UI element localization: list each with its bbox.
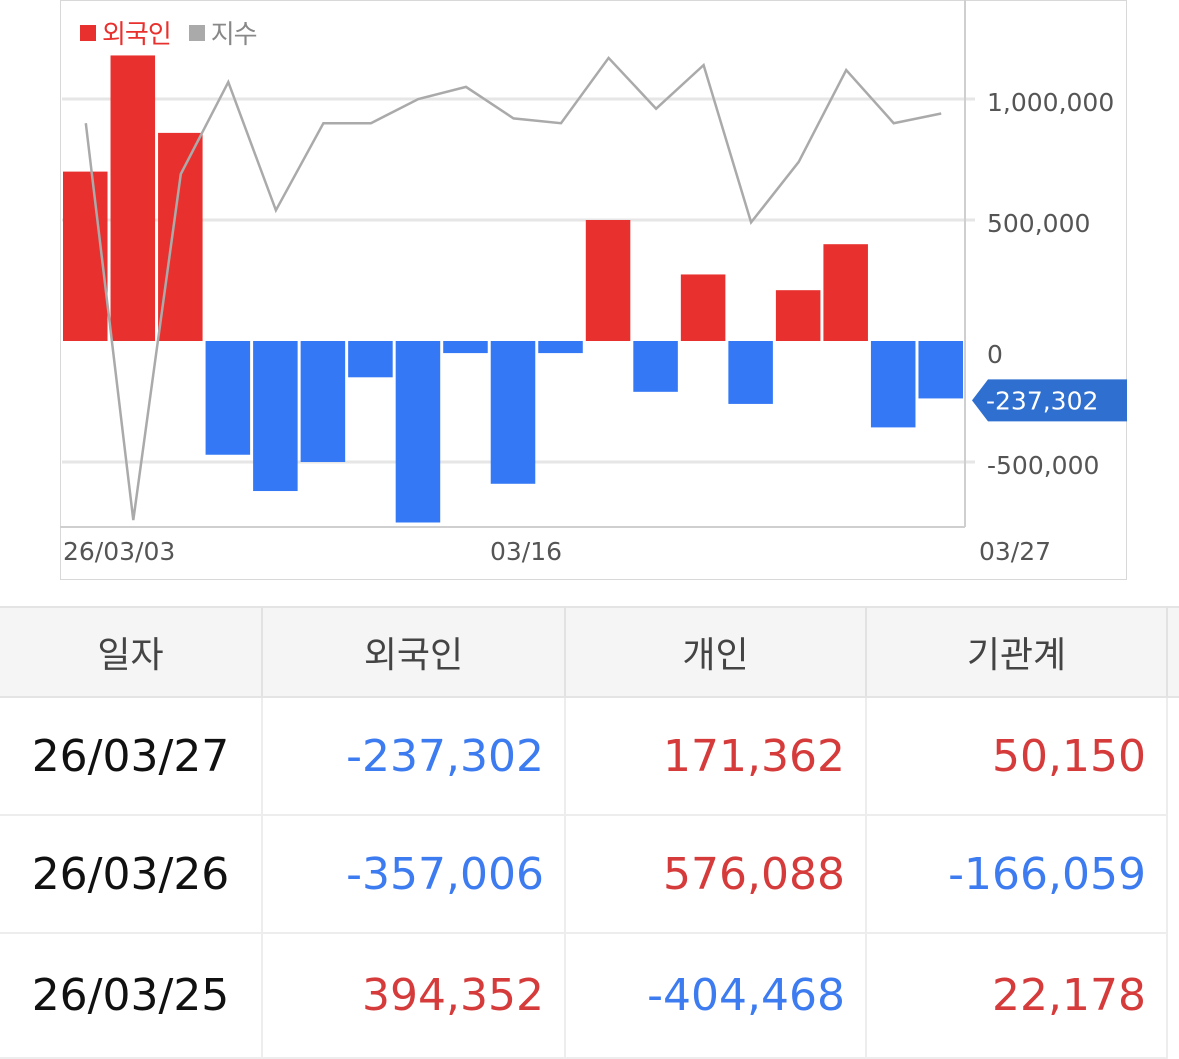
row-date: 26/03/26 [0,816,263,934]
bar [490,341,536,484]
bar [205,341,251,455]
table-row[interactable]: 26/03/27 -237,302 171,362 50,150 [0,698,1179,816]
legend-swatch-red [80,24,96,41]
legend-item-index[interactable]: 지수 [188,14,258,51]
x-tick-label: 03/16 [490,537,562,566]
bar [633,341,678,392]
header-overflow [1168,606,1179,698]
row-institution-value: -166,059 [867,816,1168,934]
bar [775,290,821,341]
bar [300,341,346,462]
current-value-label: -237,302 [986,386,1098,415]
y-tick-label: 500,000 [987,209,1090,238]
current-value-tag [972,379,1127,422]
legend-label-foreign: 외국인 [102,20,172,50]
x-tick-label: 26/03/03 [63,537,175,566]
row-foreign-value: -357,006 [263,816,566,934]
bar [395,341,441,523]
row-foreign-value: 394,352 [263,934,566,1059]
legend-label-index: 지수 [210,20,258,50]
index-line [84,55,942,521]
row-individual-value: -404,468 [566,934,867,1059]
row-institution-value: 22,178 [867,934,1168,1059]
y-tick-label: -500,000 [987,451,1099,480]
x-tick-label: 03/27 [979,537,1051,566]
bar [823,244,868,341]
row-foreign-value: -237,302 [263,698,566,816]
row-individual-value: 576,088 [566,816,867,934]
header-individual[interactable]: 개인 [566,606,867,698]
bar [253,341,298,492]
bar [680,274,726,341]
bar [110,55,156,341]
bar [585,220,631,341]
table-header-row: 일자 외국인 개인 기관계 [0,606,1179,698]
bar [728,341,773,404]
bar [443,341,488,354]
bar [538,341,583,354]
bar [348,341,393,378]
bar [918,341,963,399]
legend-item-foreign[interactable]: 외국인 [80,14,172,51]
header-institution[interactable]: 기관계 [867,606,1168,698]
row-date: 26/03/27 [0,698,263,816]
row-institution-value: 50,150 [867,698,1168,816]
bar [870,341,916,428]
row-individual-value: 171,362 [566,698,867,816]
legend-swatch-gray [188,24,205,41]
chart-legend: 외국인 지수 [80,14,275,51]
investor-chart: 1,000,000 500,000 0 -500,000 26/03/03 03/16 03… [60,0,1127,566]
bar [158,132,203,341]
bar [63,171,108,341]
table-row[interactable]: 26/03/26 -357,006 576,088 -166,059 [0,816,1179,934]
table-row[interactable]: 26/03/25 394,352 -404,468 22,178 [0,934,1179,1059]
header-date[interactable]: 일자 [0,606,263,698]
y-tick-label: 1,000,000 [987,88,1114,117]
header-foreign[interactable]: 외국인 [263,606,566,698]
y-tick-label: 0 [987,340,1003,369]
row-date: 26/03/25 [0,934,263,1059]
